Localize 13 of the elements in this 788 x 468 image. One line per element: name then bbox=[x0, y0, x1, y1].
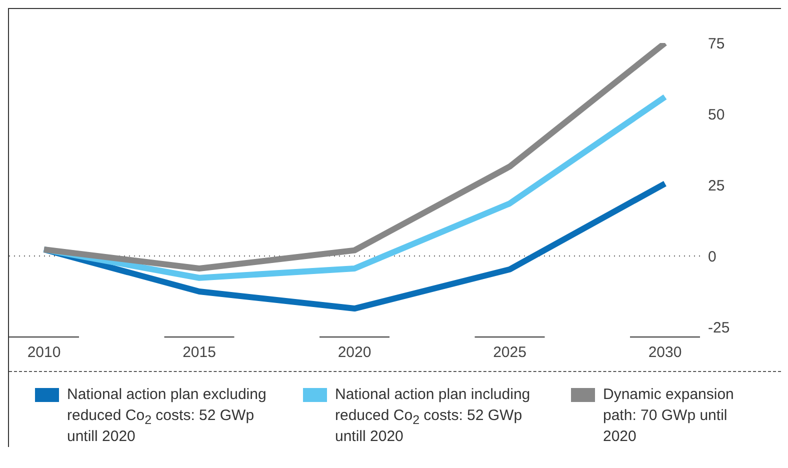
x-tick-label: 2030 bbox=[648, 344, 682, 361]
y-tick-label: -25 bbox=[708, 319, 730, 336]
text: National action plan including reduced Co$_{2}$ costs: 52 GWp untill 2020 bbox=[335, 386, 530, 445]
y-tick-label: 0 bbox=[708, 248, 716, 266]
x-tick-label: 2020 bbox=[338, 344, 372, 361]
text: National action plan excluding reduced Co$_{2}$ costs: 52 GWp untill 2020 bbox=[67, 386, 266, 445]
legend-label: Dynamic expansion path: 70 GWp until 2020 bbox=[603, 385, 735, 447]
y-tick-label: 75 bbox=[708, 35, 725, 52]
y-tick-label: 25 bbox=[708, 177, 725, 194]
x-tick-label: 2010 bbox=[27, 344, 61, 361]
y-tick-label: 50 bbox=[708, 106, 725, 124]
x-tick-label: 2025 bbox=[493, 344, 526, 361]
x-tick-label: 2015 bbox=[182, 344, 216, 361]
